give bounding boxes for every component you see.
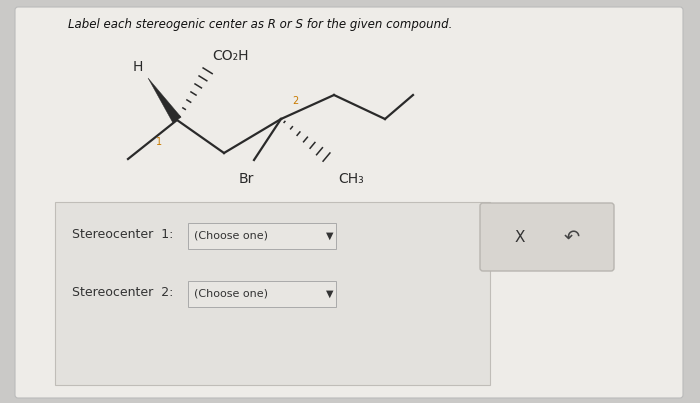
Text: X: X bbox=[514, 229, 525, 245]
Text: ▼: ▼ bbox=[326, 289, 334, 299]
Text: H: H bbox=[133, 60, 144, 74]
Text: ↶: ↶ bbox=[564, 228, 580, 247]
Text: 1: 1 bbox=[156, 137, 162, 147]
Text: CH₃: CH₃ bbox=[338, 172, 364, 186]
FancyBboxPatch shape bbox=[480, 203, 614, 271]
Text: ▼: ▼ bbox=[326, 231, 334, 241]
Text: (Choose one): (Choose one) bbox=[194, 289, 268, 299]
FancyBboxPatch shape bbox=[188, 281, 336, 307]
FancyBboxPatch shape bbox=[55, 202, 490, 385]
Text: Label each stereogenic center as R or S for the given compound.: Label each stereogenic center as R or S … bbox=[68, 18, 452, 31]
Text: Stereocenter  1:: Stereocenter 1: bbox=[72, 229, 174, 241]
Text: CO₂H: CO₂H bbox=[212, 49, 248, 63]
Text: Br: Br bbox=[238, 172, 253, 186]
Text: (Choose one): (Choose one) bbox=[194, 231, 268, 241]
FancyBboxPatch shape bbox=[15, 7, 683, 398]
FancyBboxPatch shape bbox=[188, 223, 336, 249]
Text: 2: 2 bbox=[292, 96, 298, 106]
Text: Stereocenter  2:: Stereocenter 2: bbox=[72, 287, 174, 299]
Polygon shape bbox=[148, 78, 181, 123]
